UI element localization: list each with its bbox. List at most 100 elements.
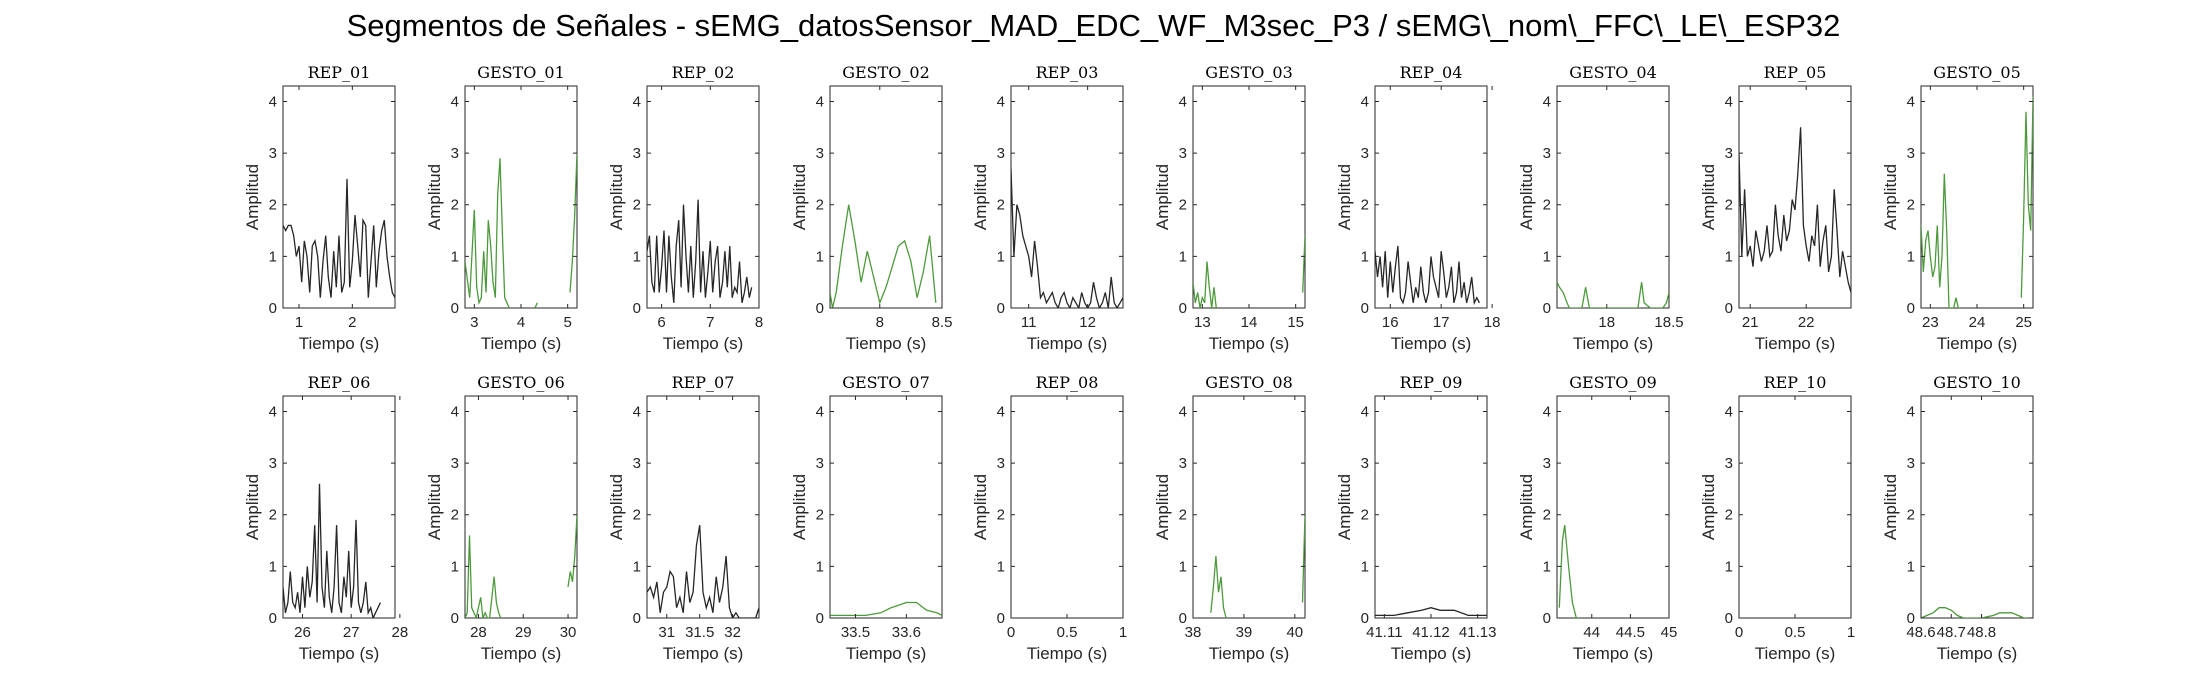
subplot-rep-06: 0 1 2 3 4 26 27 28 REP_06 Tiempo (s) Amplitud	[243, 373, 408, 663]
plot-area	[829, 85, 943, 309]
plot-area	[1556, 85, 1670, 309]
x-axis-label: Tiempo (s)	[663, 644, 744, 663]
y-tick-label: 2	[1361, 507, 1369, 524]
series-line-0	[1011, 168, 1123, 308]
y-tick-label: 2	[816, 507, 824, 524]
y-axis-label: Amplitud	[1881, 474, 1900, 540]
x-tick-label: 32	[724, 624, 741, 641]
y-tick-label: 4	[269, 93, 277, 110]
x-axis-label: Tiempo (s)	[481, 334, 562, 353]
x-tick-label: 1	[295, 314, 303, 331]
y-tick-label: 0	[1907, 610, 1915, 627]
y-tick-label: 3	[816, 455, 824, 472]
x-tick-label: 28	[470, 624, 487, 641]
plot-area	[282, 85, 396, 309]
y-tick-label: 3	[1907, 145, 1915, 162]
series-line-0	[1375, 607, 1487, 617]
series-line-0	[1193, 261, 1217, 308]
subplot-title: GESTO_10	[1933, 373, 2021, 392]
y-tick-label: 2	[1907, 197, 1915, 214]
y-tick-label: 1	[1725, 558, 1733, 575]
subplot-gesto-07: 0 1 2 3 4 33.5 33.6 GESTO_07 Tiempo (s) Amplitud	[790, 373, 943, 663]
subplot-title: GESTO_03	[1205, 63, 1293, 82]
subplot-rep-05: 0 1 2 3 4 21 22 REP_05 Tiempo (s) Amplitud	[1699, 63, 1852, 353]
y-tick-label: 0	[1361, 610, 1369, 627]
y-tick-label: 0	[997, 300, 1005, 317]
y-axis-label: Amplitud	[1153, 164, 1172, 230]
y-tick-label: 1	[1543, 248, 1551, 265]
x-tick-label: 38	[1185, 624, 1202, 641]
y-tick-label: 3	[633, 455, 641, 472]
series-line-0	[465, 158, 510, 308]
subplot-title: GESTO_01	[477, 63, 565, 82]
subplot-rep-01: 0 1 2 3 4 1 2 REP_01 Tiempo (s) Amplitud	[243, 63, 396, 353]
y-axis-label: Amplitud	[1517, 474, 1536, 540]
series-line-1	[2020, 96, 2033, 298]
y-tick-label: 0	[1543, 610, 1551, 627]
subplot-title: REP_08	[1036, 373, 1099, 392]
x-tick-label: 1	[1119, 624, 1127, 641]
x-tick-label: 48.8	[1967, 624, 1996, 641]
plot-area	[1010, 395, 1124, 619]
subplot-gesto-02: 0 1 2 3 4 8 8.5 GESTO_02 Tiempo (s) Amplitud	[790, 63, 952, 353]
y-axis-label: Amplitud	[1335, 164, 1354, 230]
x-tick-label: 8.5	[932, 314, 953, 331]
plot-area	[464, 85, 578, 309]
y-axis-label: Amplitud	[790, 474, 809, 540]
y-axis-label: Amplitud	[243, 164, 262, 230]
y-tick-label: 0	[269, 300, 277, 317]
y-axis-label: Amplitud	[243, 474, 262, 540]
y-tick-label: 2	[269, 507, 277, 524]
y-tick-label: 1	[1907, 248, 1915, 265]
x-tick-label: 31.5	[685, 624, 714, 641]
y-tick-label: 2	[1179, 197, 1187, 214]
y-tick-label: 3	[1907, 455, 1915, 472]
plot-area	[1920, 395, 2034, 619]
plot-area	[1556, 395, 1670, 619]
x-tick-label: 30	[560, 624, 577, 641]
y-tick-label: 1	[1543, 558, 1551, 575]
y-axis-label: Amplitud	[971, 164, 990, 230]
y-tick-label: 4	[1725, 403, 1733, 420]
plot-area	[646, 85, 760, 309]
subplot-rep-04: 0 1 2 3 4 16 17 18 REP_04 Tiempo (s) Amplitud	[1335, 63, 1500, 353]
y-tick-label: 1	[816, 248, 824, 265]
series-line-0	[647, 524, 759, 618]
x-tick-label: 3	[470, 314, 478, 331]
x-tick-label: 11	[1021, 314, 1037, 331]
x-tick-label: 40	[1286, 624, 1303, 641]
y-tick-label: 0	[816, 610, 824, 627]
y-tick-label: 0	[1179, 610, 1187, 627]
y-tick-label: 0	[997, 610, 1005, 627]
plot-area	[1920, 85, 2034, 309]
y-tick-label: 2	[997, 197, 1005, 214]
y-tick-label: 1	[451, 558, 459, 575]
x-tick-label: 4	[517, 314, 525, 331]
subplot-title: REP_06	[308, 373, 371, 392]
y-axis-label: Amplitud	[425, 474, 444, 540]
series-line-0	[830, 601, 942, 617]
y-axis-label: Amplitud	[1335, 474, 1354, 540]
y-tick-label: 3	[816, 145, 824, 162]
subplot-gesto-03: 0 1 2 3 4 13 14 15 GESTO_03 Tiempo (s) Amplitud	[1153, 63, 1306, 353]
y-tick-label: 2	[1543, 507, 1551, 524]
x-tick-label: 0.5	[1057, 624, 1078, 641]
y-tick-label: 1	[1725, 248, 1733, 265]
x-tick-label: 0	[1007, 624, 1015, 641]
y-tick-label: 1	[1179, 248, 1187, 265]
x-tick-label: 2	[348, 314, 356, 331]
y-tick-label: 1	[633, 248, 641, 265]
y-tick-label: 2	[1725, 507, 1733, 524]
subplot-title: REP_01	[308, 63, 371, 82]
y-tick-label: 4	[451, 93, 459, 110]
x-tick-label: 16	[1382, 314, 1399, 331]
x-tick-label: 6	[657, 314, 665, 331]
x-axis-label: Tiempo (s)	[299, 644, 380, 663]
x-tick-label: 33.6	[892, 624, 921, 641]
y-axis-label: Amplitud	[1699, 164, 1718, 230]
x-tick-label: 39	[1236, 624, 1253, 641]
x-tick-label: 31	[658, 624, 675, 641]
y-tick-label: 3	[451, 145, 459, 162]
series-line-0	[1739, 127, 1851, 293]
